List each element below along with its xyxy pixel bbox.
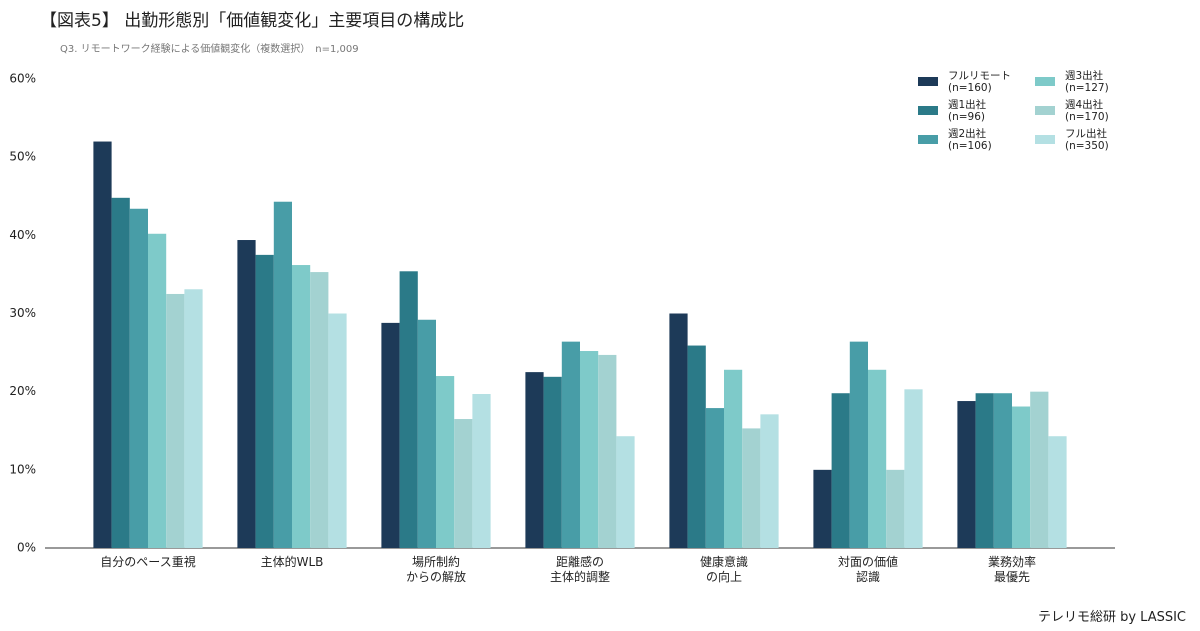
- legend-label: 週3出社 (n=127): [1065, 70, 1109, 94]
- bar: [328, 313, 347, 548]
- bar: [381, 322, 400, 548]
- bar: [543, 376, 562, 548]
- legend-label: 週2出社 (n=106): [948, 128, 992, 152]
- x-tick-label: 自分のペース重視: [100, 555, 196, 569]
- bar: [886, 469, 905, 548]
- x-tick-label: 業務効率 最優先: [987, 555, 1036, 584]
- bar: [760, 414, 779, 548]
- bar: [148, 233, 167, 548]
- bar: [310, 272, 329, 548]
- bar: [849, 341, 868, 548]
- bar: [813, 469, 832, 548]
- y-tick-label: 20%: [9, 384, 36, 398]
- bar: [417, 319, 436, 548]
- bar: [436, 376, 455, 548]
- bar: [129, 208, 148, 549]
- legend-swatch: [1035, 77, 1055, 86]
- y-tick-label: 0%: [17, 541, 36, 555]
- x-tick-label: 主体的WLB: [260, 555, 324, 569]
- bar: [111, 197, 130, 548]
- bar: [687, 345, 706, 548]
- legend-label: 週4出社 (n=170): [1065, 99, 1109, 123]
- legend-swatch: [1035, 106, 1055, 115]
- legend-label: 週1出社 (n=96): [948, 99, 987, 123]
- x-tick-label: 場所制約 からの解放: [405, 555, 466, 584]
- y-tick-label: 30%: [9, 306, 36, 320]
- bar: [472, 394, 491, 548]
- legend-label: フル出社 (n=350): [1065, 128, 1109, 152]
- bar: [1048, 436, 1067, 548]
- bar: [93, 141, 112, 549]
- bar: [580, 351, 599, 548]
- bar: [742, 428, 761, 548]
- bar: [993, 393, 1012, 548]
- bar: [237, 240, 256, 549]
- bar: [273, 201, 292, 548]
- bar: [724, 369, 743, 548]
- bar: [525, 372, 544, 548]
- x-tick-label: 距離感の 主体的調整: [549, 555, 610, 584]
- x-tick-label: 対面の価値 認識: [837, 555, 898, 584]
- legend-swatch: [918, 106, 938, 115]
- bar: [1030, 391, 1049, 548]
- bar: [669, 313, 688, 548]
- legend-swatch: [1035, 135, 1055, 144]
- legend-label: フルリモート (n=160): [948, 70, 1011, 94]
- legend-swatch: [918, 77, 938, 86]
- bar: [292, 265, 311, 548]
- bar: [561, 341, 580, 548]
- source: テレリモ総研 by LASSIC: [1037, 610, 1186, 625]
- bar: [166, 293, 185, 548]
- chart-title: 【図表5】 出勤形態別「価値観変化」主要項目の構成比: [40, 11, 465, 31]
- bar: [1012, 406, 1031, 548]
- chart-subtitle: Q3. リモートワーク経験による価値観変化（複数選択） n=1,009: [60, 44, 359, 55]
- y-tick-label: 40%: [9, 228, 36, 242]
- bar: [184, 289, 203, 548]
- bar: [957, 401, 976, 548]
- bar: [975, 393, 994, 548]
- bar: [454, 419, 473, 548]
- bar: [705, 408, 724, 548]
- bar: [399, 271, 418, 548]
- y-tick-label: 50%: [9, 150, 36, 164]
- bar: [904, 389, 923, 548]
- bar: [616, 436, 635, 548]
- legend-swatch: [918, 135, 938, 144]
- bar: [598, 354, 617, 548]
- y-tick-label: 60%: [9, 72, 36, 86]
- x-tick-label: 健康意識 の向上: [699, 555, 748, 584]
- y-tick-label: 10%: [9, 462, 36, 476]
- bar: [868, 369, 887, 548]
- bar: [255, 254, 274, 548]
- bar: [831, 393, 850, 548]
